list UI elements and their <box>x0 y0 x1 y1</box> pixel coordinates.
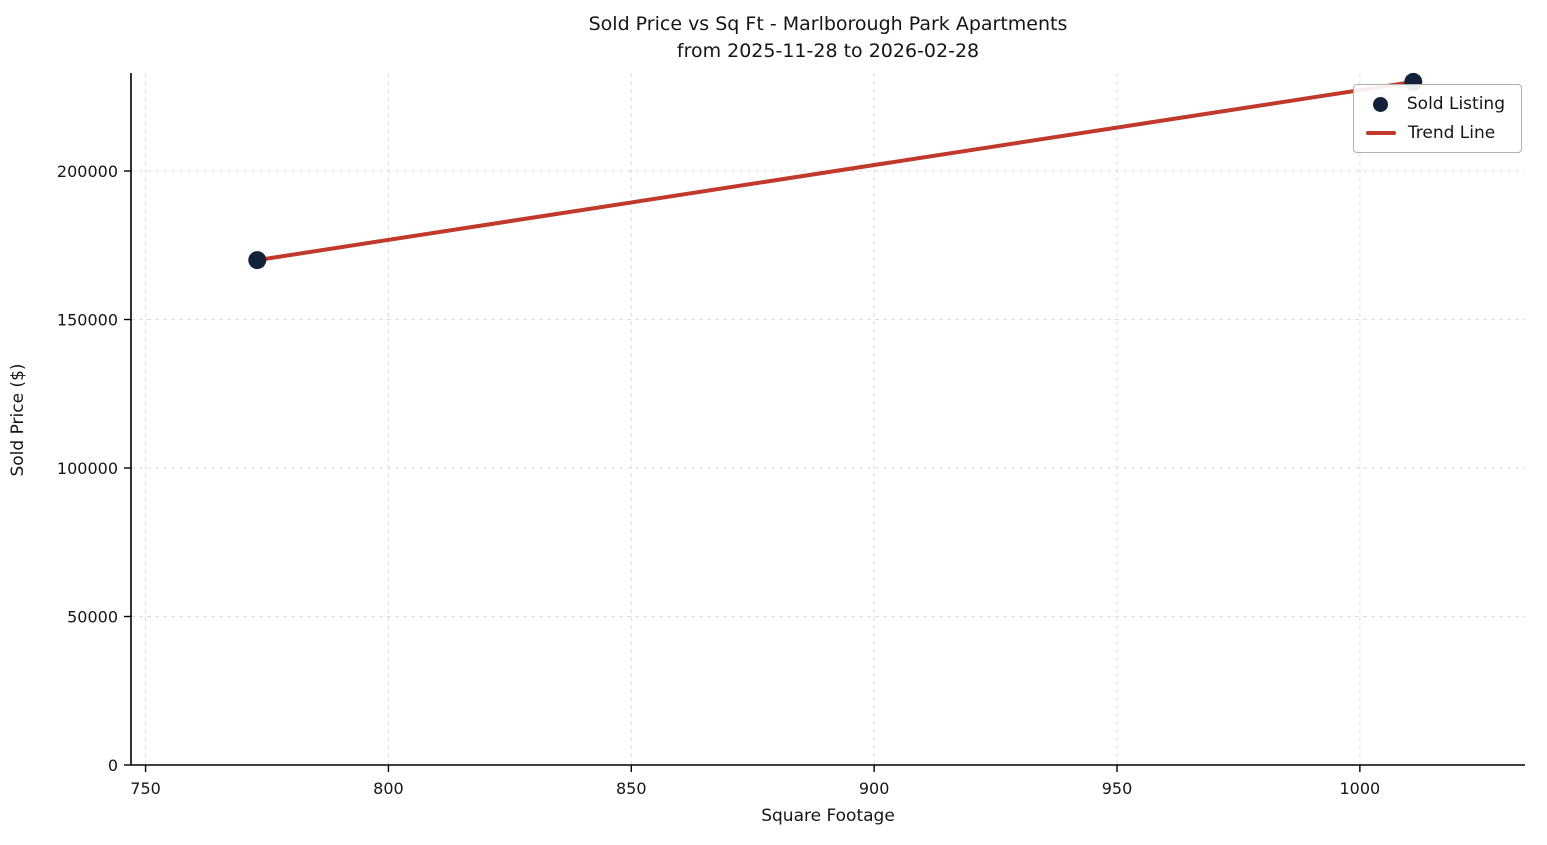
y-tick-label: 200000 <box>57 162 118 181</box>
chart-subtitle: from 2025-11-28 to 2026-02-28 <box>676 40 980 62</box>
legend-item-trend-line: Trend Line <box>1365 123 1505 143</box>
x-axis-label: Square Footage <box>761 806 895 826</box>
legend-label-trend-line: Trend Line <box>1407 123 1496 143</box>
x-tick-label: 950 <box>1102 779 1133 798</box>
y-tick-label: 0 <box>108 756 118 775</box>
y-tick-label: 50000 <box>67 608 118 627</box>
legend-label-sold-listing: Sold Listing <box>1406 94 1505 114</box>
legend-item-sold-listing: Sold Listing <box>1366 94 1505 114</box>
chart-legend: Sold Listing Trend Line <box>1352 84 1522 153</box>
y-tick-label: 100000 <box>57 459 118 478</box>
y-axis-label: Sold Price ($) <box>8 363 28 477</box>
chart-title-block: Sold Price vs Sq Ft - Marlborough Park A… <box>131 11 1525 65</box>
x-tick-label: 850 <box>616 779 647 798</box>
x-tick-label: 750 <box>130 779 161 798</box>
chart-title: Sold Price vs Sq Ft - Marlborough Park A… <box>588 13 1068 35</box>
y-tick-label: 150000 <box>57 311 118 330</box>
data-point <box>248 251 267 270</box>
sold-listing-dot-icon <box>1372 96 1388 112</box>
x-tick-label: 800 <box>373 779 404 798</box>
x-tick-label: 1000 <box>1339 779 1380 798</box>
x-tick-label: 900 <box>859 779 890 798</box>
trend-line <box>255 79 1416 263</box>
trend-line-sample-icon <box>1365 131 1396 135</box>
